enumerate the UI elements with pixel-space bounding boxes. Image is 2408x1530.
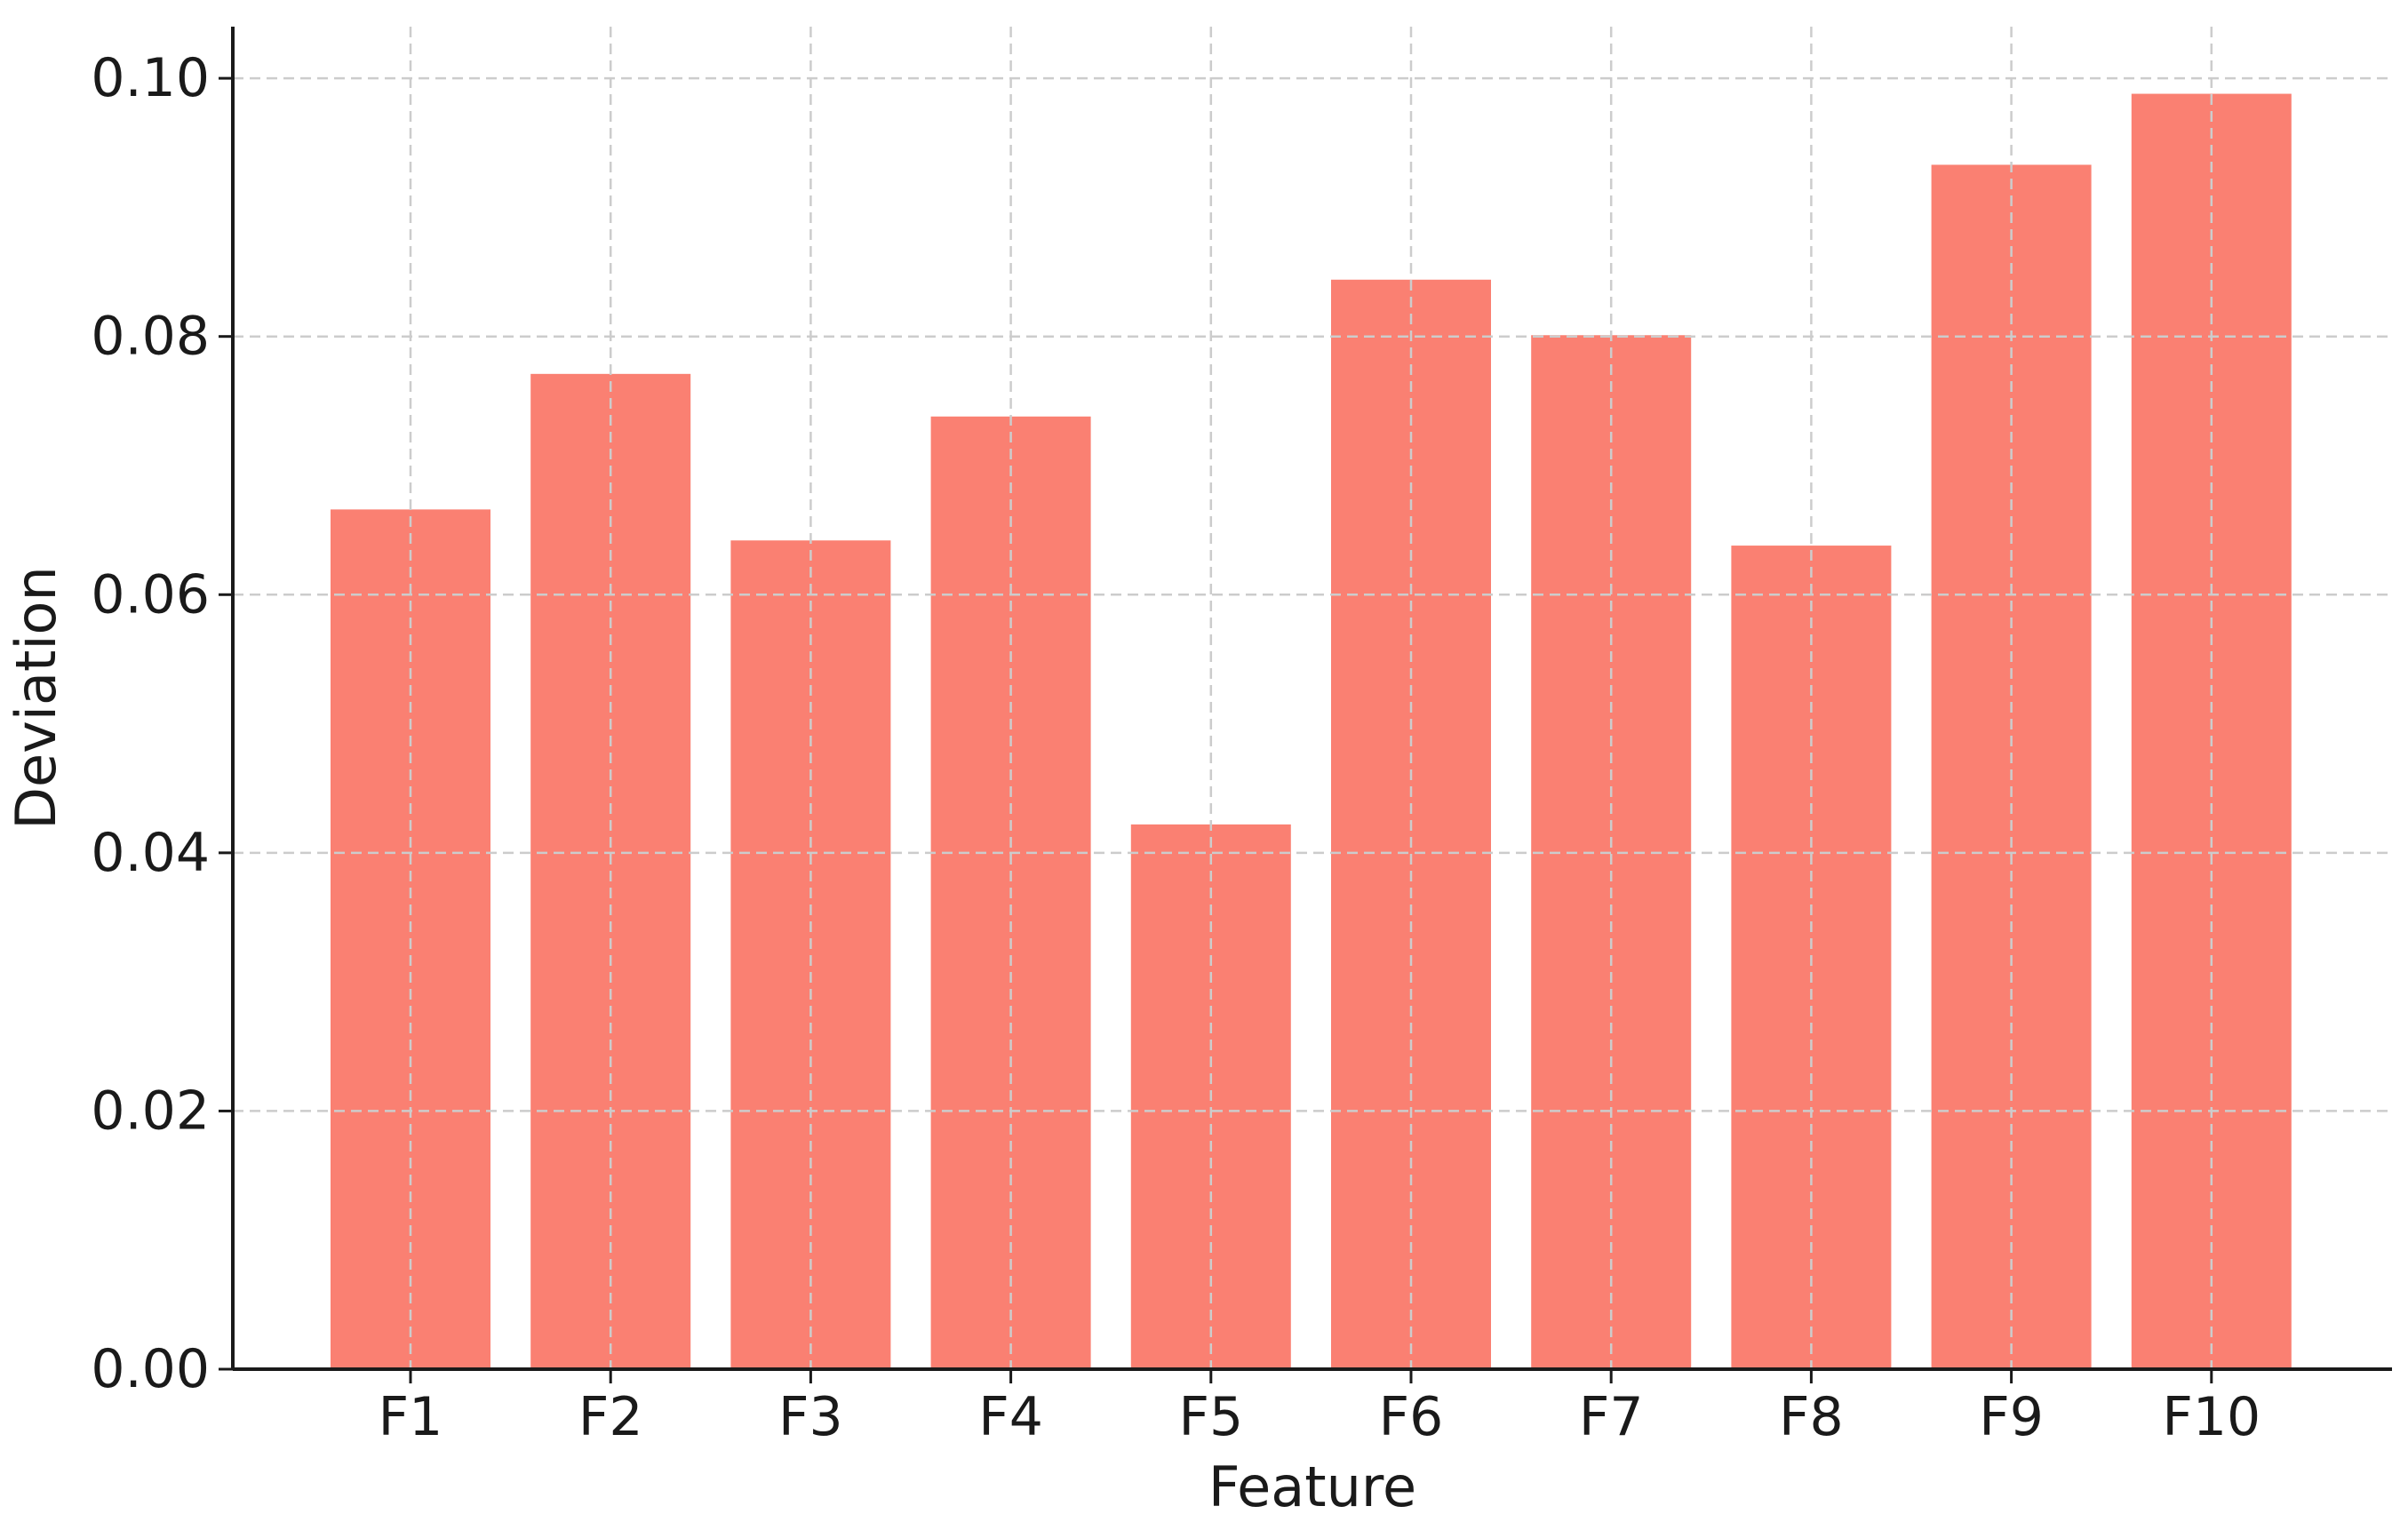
- bars: [331, 93, 2292, 1370]
- x-tick-label: F3: [778, 1386, 843, 1448]
- y-tick-label: 0.08: [91, 306, 210, 368]
- y-axis-label: Deviation: [4, 566, 68, 830]
- y-tick-label: 0.02: [91, 1080, 210, 1142]
- x-tick-label: F7: [1579, 1386, 1644, 1448]
- ticks: 0.00 0.02 0.04 0.06 0.08 0.10 F1 F2 F3 F4 F5 F6 F7 F8…: [91, 47, 2260, 1448]
- x-tick-label: F4: [978, 1386, 1043, 1448]
- y-tick-label: 0.06: [91, 563, 210, 626]
- x-tick-label: F9: [1979, 1386, 2044, 1448]
- x-axis-label: Feature: [1208, 1454, 1416, 1519]
- gridlines: [233, 27, 2392, 1369]
- x-tick-label: F5: [1178, 1386, 1243, 1448]
- x-tick-label: F2: [578, 1386, 643, 1448]
- y-tick-label: 0.00: [91, 1338, 210, 1400]
- x-tick-label: F6: [1379, 1386, 1444, 1448]
- x-tick-label: F1: [379, 1386, 443, 1448]
- x-tick-label: F10: [2162, 1386, 2260, 1448]
- y-tick-label: 0.04: [91, 822, 210, 884]
- bar-f9: [1931, 164, 2092, 1370]
- axes: [231, 27, 2392, 1371]
- y-tick-label: 0.10: [91, 47, 210, 109]
- x-tick-label: F8: [1779, 1386, 1844, 1448]
